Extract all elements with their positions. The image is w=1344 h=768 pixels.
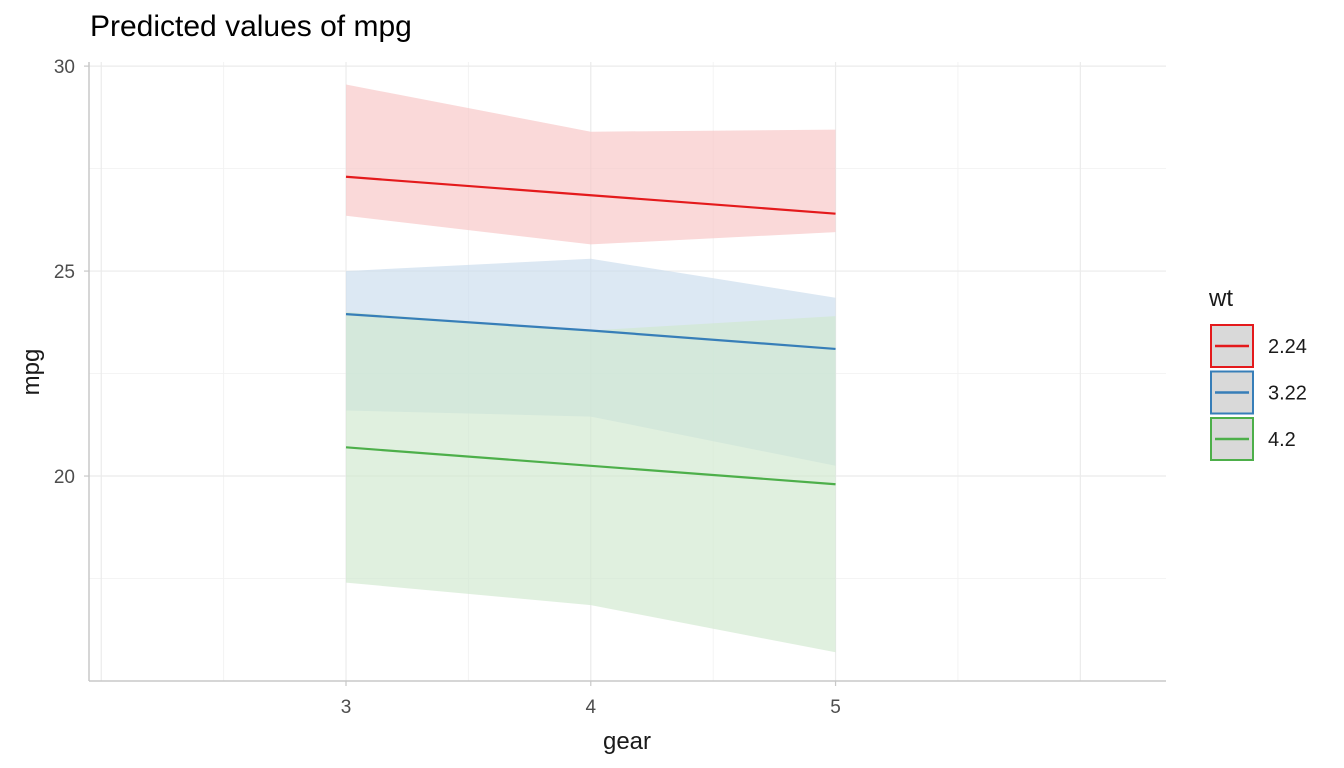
y-tick-label: 20 <box>54 467 75 488</box>
x-tick-label: 5 <box>830 697 841 718</box>
y-tick-label: 30 <box>54 57 75 78</box>
legend-key-2 <box>1211 372 1253 414</box>
confidence-ribbons <box>346 85 836 653</box>
legend: wt 2.24 3.22 4.2 <box>1208 285 1307 460</box>
legend-label: 2.24 <box>1268 336 1307 358</box>
x-axis-title: gear <box>603 728 651 755</box>
ribbon-series-3 <box>346 312 836 652</box>
y-tick-label: 25 <box>54 262 75 283</box>
legend-key-3 <box>1211 418 1253 460</box>
legend-label: 4.2 <box>1268 429 1296 451</box>
legend-label: 3.22 <box>1268 383 1307 405</box>
legend-title: wt <box>1208 285 1233 312</box>
x-tick-label: 4 <box>585 697 596 718</box>
y-axis-title: mpg <box>18 349 45 396</box>
legend-key-1 <box>1211 325 1253 367</box>
x-tick-label: 3 <box>341 697 352 718</box>
